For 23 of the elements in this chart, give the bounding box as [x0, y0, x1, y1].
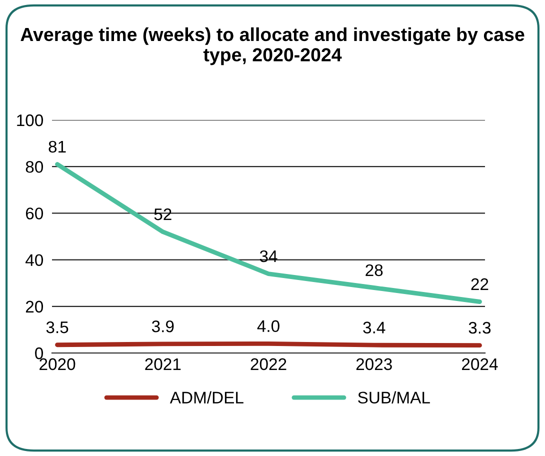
- y-tick-label: 20: [26, 300, 44, 313]
- data-label: 3.3: [468, 322, 491, 334]
- x-tick-label: 2021: [145, 358, 181, 370]
- x-tick-label: 2020: [40, 358, 76, 370]
- data-label: 34: [260, 250, 278, 262]
- data-label: 22: [471, 278, 488, 290]
- data-label: 4.0: [257, 320, 280, 332]
- y-tick-label: 80: [26, 161, 44, 173]
- data-label: 3.9: [152, 320, 174, 332]
- data-label: 3.4: [363, 322, 386, 334]
- y-tick-label: 60: [26, 208, 44, 220]
- x-tick-label: 2024: [462, 358, 498, 370]
- x-tick-label: 2023: [356, 358, 392, 370]
- y-tick-label: 0: [35, 347, 44, 360]
- chart-title: Average time (weeks) to allocate and investigate by case type, 2020-2024: [20, 27, 524, 66]
- data-label: 3.5: [46, 321, 68, 334]
- legend-label: SUB/MAL: [358, 391, 430, 404]
- data-label: 81: [48, 140, 66, 153]
- data-label: 28: [366, 264, 383, 276]
- y-tick-label: 40: [26, 254, 44, 266]
- y-tick-label: 100: [17, 114, 44, 126]
- legend-label: ADM/DEL: [170, 391, 244, 404]
- x-tick-label: 2022: [250, 358, 286, 370]
